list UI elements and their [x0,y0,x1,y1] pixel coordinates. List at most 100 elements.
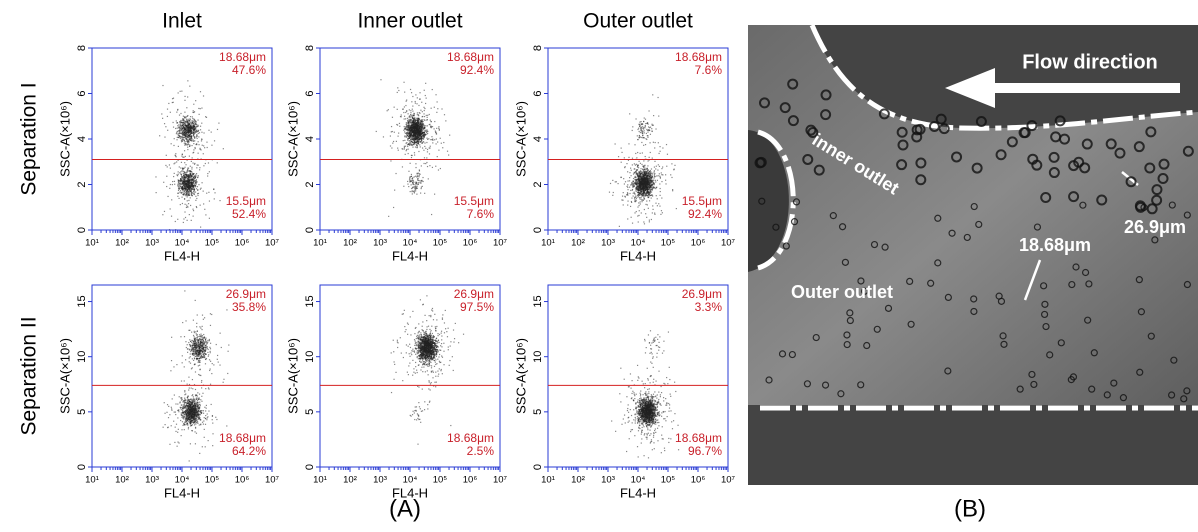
event-dot [390,135,391,136]
event-dot [177,125,178,126]
y-axis-label: SSC-A(×10⁶) [513,101,528,177]
event-dot [411,184,412,185]
event-dot [633,178,634,179]
event-dot [197,136,198,137]
event-dot [169,188,170,189]
event-dot [631,217,632,218]
y-tick-label: 4 [532,136,544,142]
event-dot [419,129,420,130]
event-dot [198,184,199,185]
event-dot [627,192,628,193]
event-dot [218,123,219,124]
event-dot [407,120,408,121]
event-dot [204,355,205,356]
event-dot [189,135,190,136]
event-dot [167,109,168,110]
event-dot [676,208,677,209]
event-dot [182,203,183,204]
event-dot [649,185,650,186]
event-dot [183,119,184,120]
event-dot [650,186,651,187]
event-dot [409,132,410,133]
event-dot [632,184,633,185]
event-dot [421,165,422,166]
event-dot [423,127,424,128]
lower-size: 15.5μm [682,194,722,208]
event-dot [632,164,633,165]
y-tick-label: 6 [304,90,316,96]
event-dot [435,130,436,131]
event-dot [205,341,206,342]
event-dot [198,133,199,134]
event-dot [416,194,417,195]
event-dot [643,191,644,192]
event-dot [412,190,413,191]
event-dot [196,343,197,344]
event-dot [398,133,399,134]
event-dot [419,169,420,170]
event-dot [414,152,415,153]
event-dot [192,152,193,153]
event-dot [433,128,434,129]
event-dot [419,144,420,145]
event-dot [169,164,170,165]
event-dot [200,342,201,343]
event-dot [181,130,182,131]
event-dot [203,334,204,335]
event-dot [391,147,392,148]
event-dot [415,121,416,122]
event-dot [640,201,641,202]
event-dot [201,132,202,133]
event-dot [178,171,179,172]
event-dot [209,218,210,219]
event-dot [420,121,421,122]
event-dot [220,333,221,334]
event-dot [414,188,415,189]
event-dot [412,155,413,156]
event-dot [185,180,186,181]
event-dot [421,102,422,103]
event-dot [394,107,395,108]
event-dot [212,363,213,364]
event-dot [426,130,427,131]
event-dot [190,119,191,120]
event-dot [414,122,415,123]
event-dot [179,121,180,122]
event-dot [205,338,206,339]
event-dot [435,94,436,95]
event-dot [418,151,419,152]
event-dot [416,176,417,177]
x-tick-label: 10⁶ [235,238,250,249]
event-dot [412,120,413,121]
event-dot [412,116,413,117]
event-dot [650,190,651,191]
event-dot [177,128,178,129]
event-dot [412,111,413,112]
event-dot [437,156,438,157]
event-dot [186,207,187,208]
event-dot [639,131,640,132]
event-dot [416,182,417,183]
event-dot [180,121,181,122]
event-dot [646,217,647,218]
event-dot [186,172,187,173]
event-dot [420,124,421,125]
event-dot [187,348,188,349]
event-dot [196,198,197,199]
event-dot [208,162,209,163]
event-dot [209,370,210,371]
event-dot [640,197,641,198]
event-dot [436,112,437,113]
event-dot [419,175,420,176]
outer-outlet-label: Outer outlet [791,282,893,302]
event-dot [188,203,189,204]
event-dot [639,198,640,199]
event-dot [413,180,414,181]
event-dot [638,221,639,222]
event-dot [195,200,196,201]
event-dot [193,335,194,336]
event-dot [652,158,653,159]
event-dot [640,129,641,130]
event-dot [184,193,185,194]
event-dot [645,184,646,185]
